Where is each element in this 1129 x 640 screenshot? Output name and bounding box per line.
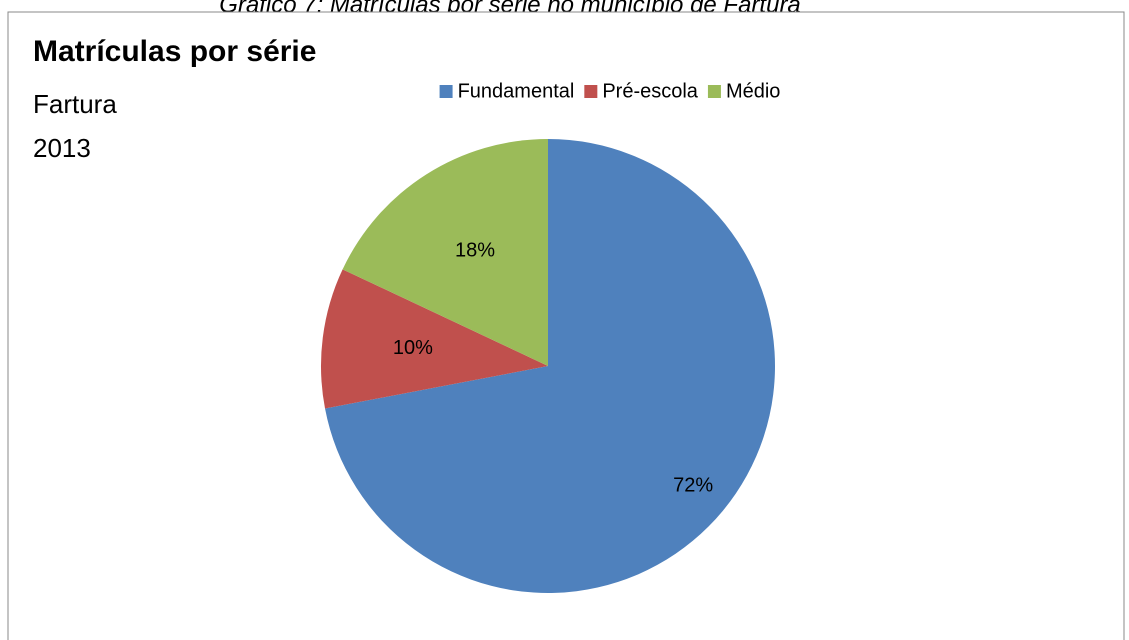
legend-swatch bbox=[707, 85, 721, 98]
data-label: 10% bbox=[393, 337, 433, 359]
legend-swatch bbox=[584, 85, 598, 98]
chart-subtitle: Fartura bbox=[33, 89, 117, 119]
pie-slice bbox=[321, 269, 548, 409]
pie-slice bbox=[325, 139, 775, 593]
data-label: 18% bbox=[455, 239, 495, 261]
chart-subtitle: 2013 bbox=[33, 133, 91, 163]
legend-label: Pré-escola bbox=[602, 80, 698, 102]
legend-label: Fundamental bbox=[458, 80, 575, 102]
legend-label: Médio bbox=[726, 80, 780, 102]
legend-swatch bbox=[439, 85, 453, 98]
data-label: 72% bbox=[673, 474, 713, 496]
chart-title: Matrículas por série bbox=[33, 35, 316, 68]
pie-slice bbox=[342, 139, 548, 366]
